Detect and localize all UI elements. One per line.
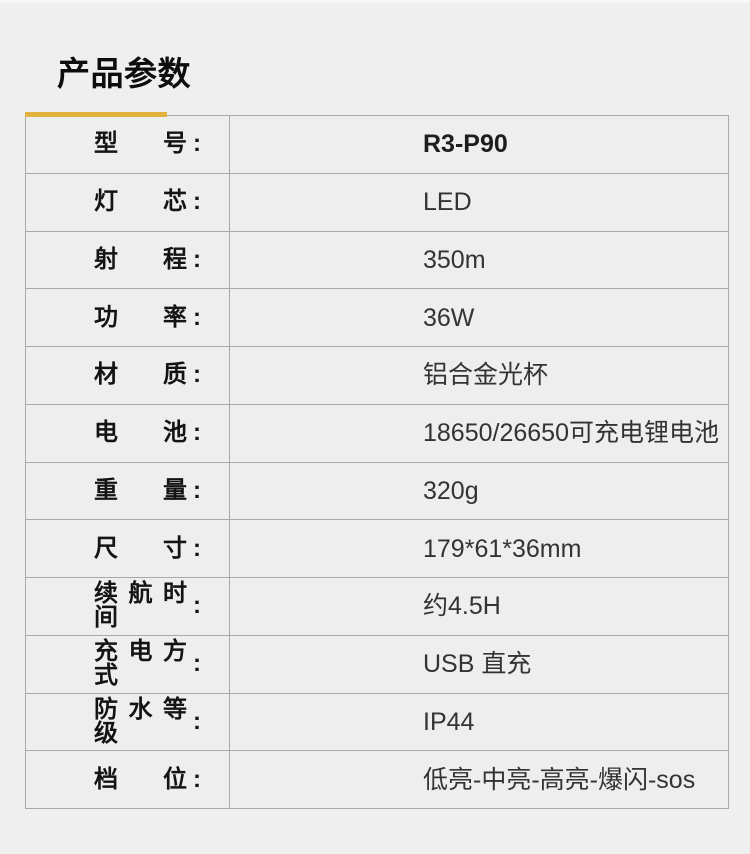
spec-label-cell: 尺寸:: [26, 520, 230, 577]
table-row: 尺寸: 179*61*36mm: [26, 519, 728, 577]
spec-label: 充电方式: [94, 638, 187, 690]
spec-label-colon: :: [193, 476, 201, 504]
spec-label: 续航时间: [94, 580, 187, 632]
table-row: 充电方式: USB 直充: [26, 634, 728, 693]
table-row: 防水等级: IP44: [26, 692, 728, 751]
spec-value-cell: 18650/26650可充电锂电池: [230, 405, 728, 462]
spec-value: IP44: [423, 707, 475, 736]
spec-label: 电池: [94, 419, 187, 447]
spec-value: 179*61*36mm: [423, 534, 582, 563]
spec-label-cell: 材质:: [26, 347, 230, 404]
spec-label-colon: :: [193, 303, 201, 331]
spec-value-cell: 179*61*36mm: [230, 520, 728, 577]
table-row: 灯芯: LED: [26, 172, 728, 231]
spec-label: 重量: [94, 476, 187, 504]
spec-value: 18650/26650可充电锂电池: [423, 419, 719, 448]
spec-label: 尺寸: [94, 534, 187, 562]
spec-label-cell: 灯芯:: [26, 173, 230, 231]
spec-label: 档位: [94, 765, 187, 793]
spec-value: R3-P90: [423, 130, 508, 159]
spec-label-cell: 电池:: [26, 404, 230, 462]
spec-label-colon: :: [193, 534, 201, 562]
spec-value: LED: [423, 188, 472, 217]
table-row: 型号: R3-P90: [26, 116, 728, 173]
spec-value-cell: 320g: [230, 463, 728, 520]
spec-value: 36W: [423, 303, 475, 332]
spec-label-cell: 射程:: [26, 231, 230, 289]
spec-label-colon: :: [193, 419, 201, 447]
table-row: 电池: 18650/26650可充电锂电池: [26, 403, 728, 462]
spec-label-cell: 型号:: [26, 116, 230, 173]
spec-label: 材质: [94, 361, 187, 389]
table-row: 功率: 36W: [26, 288, 728, 346]
spec-value: 320g: [423, 476, 479, 505]
spec-label-colon: :: [193, 245, 201, 273]
table-row: 档位: 低亮-中亮-高亮-爆闪-sos: [26, 750, 728, 808]
table-row: 重量: 320g: [26, 461, 728, 520]
spec-value-cell: 低亮-中亮-高亮-爆闪-sos: [230, 751, 728, 808]
spec-label-cell: 重量:: [26, 462, 230, 520]
spec-value-cell: IP44: [230, 694, 728, 751]
spec-label: 型号: [94, 130, 187, 158]
section-title: 产品参数: [57, 55, 191, 92]
spec-label: 灯芯: [94, 188, 187, 216]
spec-value: 约4.5H: [423, 592, 501, 621]
table-row: 射程: 350m: [26, 230, 728, 289]
spec-label-cell: 防水等级:: [26, 693, 230, 751]
spec-value: USB 直充: [423, 650, 532, 679]
spec-label: 射程: [94, 245, 187, 273]
spec-value-cell: R3-P90: [230, 116, 728, 173]
spec-value: 低亮-中亮-高亮-爆闪-sos: [423, 765, 696, 794]
spec-label: 防水等级: [94, 695, 187, 747]
spec-label-cell: 充电方式:: [26, 635, 230, 693]
spec-label-cell: 续航时间:: [26, 578, 230, 635]
spec-value-cell: 350m: [230, 232, 728, 289]
spec-label-colon: :: [193, 707, 201, 735]
table-row: 材质: 铝合金光杯: [26, 346, 728, 404]
spec-label-colon: :: [193, 188, 201, 216]
spec-value-cell: 36W: [230, 289, 728, 346]
spec-value: 铝合金光杯: [423, 361, 549, 390]
spec-value-cell: USB 直充: [230, 636, 728, 693]
spec-value-cell: 铝合金光杯: [230, 347, 728, 404]
spec-value-cell: 约4.5H: [230, 578, 728, 635]
spec-value: 350m: [423, 245, 486, 274]
spec-label-colon: :: [193, 361, 201, 389]
title-accent-bar: [25, 112, 167, 117]
top-edge-highlight: [0, 0, 750, 3]
spec-label-cell: 档位:: [26, 751, 230, 808]
spec-label-cell: 功率:: [26, 289, 230, 346]
spec-value-cell: LED: [230, 174, 728, 231]
spec-label-colon: :: [193, 650, 201, 678]
spec-table: 型号: R3-P90 灯芯: LED 射程: 350m 功率: 36W 材质: 铝合金光杯电池: 1…: [25, 115, 729, 809]
table-row: 续航时间: 约4.5H: [26, 577, 728, 635]
spec-label-colon: :: [193, 592, 201, 620]
spec-label: 功率: [94, 303, 187, 331]
spec-label-colon: :: [193, 765, 201, 793]
spec-label-colon: :: [193, 130, 201, 158]
